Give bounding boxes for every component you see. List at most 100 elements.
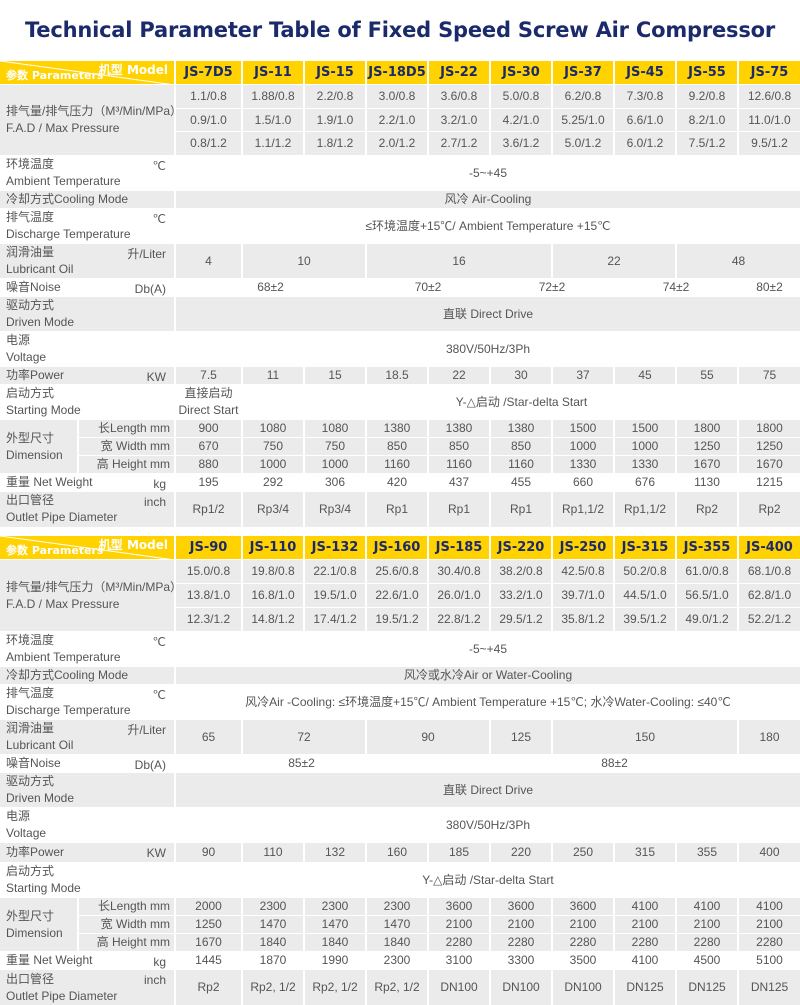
weight-value: 2300	[365, 951, 428, 970]
outlet-value: DN125	[675, 969, 738, 1005]
fad-value: 2.2/0.8	[303, 84, 366, 109]
height-value: 1670	[174, 933, 242, 952]
ambient-value: -5~+45	[174, 631, 800, 667]
parameter-table-1: 机型 Model 参数 Parameters JS-7D5 JS-11 JS-15 JS-…	[0, 60, 800, 527]
ambient-label-unit: ℃	[152, 635, 166, 650]
weight-value: 3300	[489, 951, 552, 970]
power-value: 37	[551, 366, 614, 385]
starting-value: 直接启动 Direct Start	[174, 384, 242, 420]
discharge-label-cn: 排气温度	[6, 686, 55, 701]
length-value: 3600	[551, 897, 614, 916]
model-header: JS-355	[675, 534, 738, 560]
power-value: 22	[427, 366, 490, 385]
lubricant-label: 润滑油量 Lubricant Oil 升/Liter	[0, 719, 175, 755]
outlet-value: DN100	[489, 969, 552, 1005]
starting-label-cn: 启动方式	[6, 386, 55, 401]
power-label-cn: 功率Power	[6, 368, 65, 383]
fad-label: 排气量/排气压力（M³/Min/MPa） F.A.D / Max Pressure	[0, 558, 175, 632]
length-value: 1080	[241, 419, 304, 438]
noise-label-unit: Db(A)	[134, 282, 166, 297]
ambient-row: 环境温度 Ambient Temperature ℃ -5~+45	[0, 631, 800, 667]
drive-label: 驱动方式 Driven Mode	[0, 296, 175, 332]
power-value: 110	[241, 842, 304, 863]
discharge-value: ≤环境温度+15℃/ Ambient Temperature +15℃	[174, 208, 800, 244]
fad-row: 0.9/1.0 1.5/1.0 1.9/1.0 2.2/1.0 3.2/1.0 4.2/1…	[0, 107, 800, 132]
model-header: JS-75	[737, 60, 800, 85]
cooling-value: 风冷 Air-Cooling	[174, 190, 800, 209]
cooling-row: 冷却方式Cooling Mode 风冷或水冷Air or Water-Coolin…	[0, 666, 800, 685]
weight-value: 4500	[675, 951, 738, 970]
fad-value: 19.5/1.0	[303, 582, 366, 608]
discharge-row: 排气温度 Discharge Temperature ℃ ≤环境温度+15℃/ Amb…	[0, 208, 800, 244]
length-value: 1500	[551, 419, 614, 438]
outlet-label: 出口管径 Outlet Pipe Diameter inch	[0, 491, 175, 527]
voltage-label-cn: 电源	[6, 809, 31, 824]
weight-value: 455	[489, 473, 552, 492]
fad-value: 5.25/1.0	[551, 107, 614, 132]
fad-value: 3.2/1.0	[427, 107, 490, 132]
height-value: 1160	[365, 455, 428, 474]
fad-value: 22.8/1.2	[427, 607, 490, 632]
outlet-value: Rp2	[174, 969, 242, 1005]
dimension-label-en: Dimension	[6, 925, 63, 940]
height-value: 2280	[427, 933, 490, 952]
page-title: Technical Parameter Table of Fixed Speed…	[24, 18, 776, 42]
fad-value: 39.7/1.0	[551, 582, 614, 608]
power-value: 75	[737, 366, 800, 385]
starting-row: 启动方式 Starting Mode 直接启动 Direct Start Y-△启动 …	[0, 384, 800, 420]
fad-value: 38.2/0.8	[489, 558, 552, 584]
model-header: JS-7D5	[174, 60, 242, 85]
cooling-label-cn: 冷却方式Cooling Mode	[6, 668, 129, 683]
dimension-label: 外型尺寸 Dimension	[0, 419, 79, 474]
height-value: 1000	[303, 455, 366, 474]
dimension-row: 宽 Width mm 1250 1470 1470 1470 2100 2100 2100 21…	[0, 915, 800, 934]
fad-value: 11.0/1.0	[737, 107, 800, 132]
voltage-label: 电源 Voltage	[0, 807, 175, 843]
weight-label: 重量 Net Weight kg	[0, 951, 175, 970]
outlet-row: 出口管径 Outlet Pipe Diameter inch Rp1/2 Rp3/4 Rp…	[0, 491, 800, 527]
outlet-row: 出口管径 Outlet Pipe Diameter inch Rp2 Rp2, 1/2 R…	[0, 969, 800, 1005]
model-header: JS-90	[174, 534, 242, 560]
lubricant-label-unit: 升/Liter	[127, 247, 166, 262]
drive-value: 直联 Direct Drive	[174, 296, 800, 332]
lubricant-label-cn: 润滑油量	[6, 245, 55, 260]
discharge-label-unit: ℃	[152, 212, 166, 227]
power-label: 功率Power KW	[0, 366, 175, 385]
length-value: 1500	[613, 419, 676, 438]
width-value: 1000	[551, 437, 614, 456]
width-value: 1250	[675, 437, 738, 456]
height-label: 高 Height mm	[77, 455, 175, 474]
noise-label-unit: Db(A)	[134, 758, 166, 773]
height-value: 1840	[303, 933, 366, 952]
ambient-label-cn: 环境温度	[6, 633, 55, 648]
fad-value: 1.5/1.0	[241, 107, 304, 132]
fad-value: 33.2/1.0	[489, 582, 552, 608]
fad-value: 13.8/1.0	[174, 582, 242, 608]
height-value: 1000	[241, 455, 304, 474]
cooling-value: 风冷或水冷Air or Water-Cooling	[174, 666, 800, 685]
fad-value: 0.8/1.2	[174, 131, 242, 156]
fad-value: 44.5/1.0	[613, 582, 676, 608]
fad-label-en: F.A.D / Max Pressure	[6, 596, 120, 611]
outlet-value: Rp3/4	[241, 491, 304, 527]
width-value: 2100	[427, 915, 490, 934]
lubricant-value: 180	[737, 719, 800, 755]
discharge-label: 排气温度 Discharge Temperature ℃	[0, 208, 175, 244]
outlet-label-cn: 出口管径	[6, 971, 55, 986]
width-value: 670	[174, 437, 242, 456]
ambient-label-cn: 环境温度	[6, 157, 55, 172]
outlet-value: Rp1	[365, 491, 428, 527]
model-header: JS-22	[427, 60, 490, 85]
height-value: 2280	[613, 933, 676, 952]
discharge-label-cn: 排气温度	[6, 210, 55, 225]
fad-value: 39.5/1.2	[613, 607, 676, 632]
weight-value: 1215	[737, 473, 800, 492]
width-value: 1000	[613, 437, 676, 456]
length-value: 2300	[365, 897, 428, 916]
weight-value: 420	[365, 473, 428, 492]
lubricant-value: 72	[241, 719, 366, 755]
starting-label-en: Starting Mode	[6, 403, 81, 418]
discharge-value: 风冷Air -Cooling: ≤环境温度+15℃/ Ambient Tempe…	[174, 684, 800, 720]
noise-value: 74±2	[613, 278, 738, 297]
length-value: 4100	[613, 897, 676, 916]
